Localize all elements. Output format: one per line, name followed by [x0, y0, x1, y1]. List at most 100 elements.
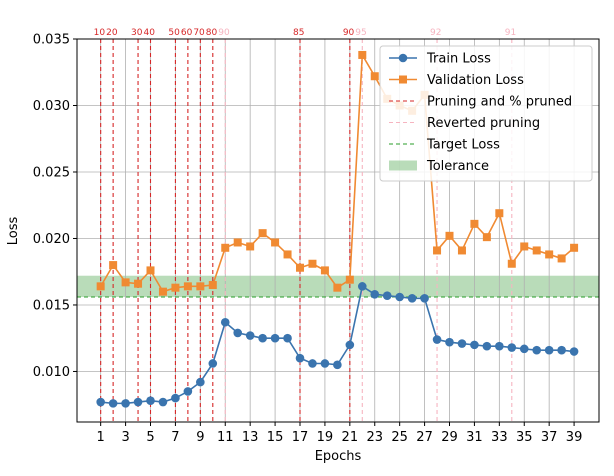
legend-label: Pruning and % pruned: [427, 95, 572, 110]
val-loss-point: [345, 275, 354, 284]
train-loss-point: [382, 291, 392, 300]
val-loss-point: [320, 266, 329, 275]
val-loss-point: [271, 238, 280, 247]
x-tick-label: 33: [491, 430, 508, 445]
x-tick-label: 15: [267, 430, 284, 445]
x-tick-label: 9: [196, 430, 204, 445]
val-loss-point: [495, 209, 504, 218]
train-loss-point: [357, 282, 367, 291]
pruning-label: 40: [144, 28, 156, 38]
val-loss-point: [121, 278, 130, 287]
train-loss-point: [544, 345, 554, 355]
train-loss-point: [457, 339, 467, 348]
val-loss-point: [183, 282, 192, 291]
y-tick-label: 0.035: [33, 33, 70, 48]
x-tick-label: 37: [541, 430, 558, 445]
train-loss-point: [121, 399, 130, 408]
train-loss-point: [370, 290, 380, 299]
pruning-label: 30: [131, 28, 143, 38]
train-loss-point: [445, 337, 454, 347]
y-tick-label: 0.030: [33, 99, 70, 114]
train-loss-point: [96, 397, 105, 407]
train-loss-point: [308, 359, 317, 368]
x-tick-label: 21: [342, 430, 359, 445]
x-tick-label: 3: [121, 430, 129, 445]
val-loss-point: [570, 243, 579, 252]
x-tick-label: 7: [171, 430, 179, 445]
val-loss-point: [358, 50, 367, 59]
val-loss-point: [557, 254, 566, 263]
legend-label: Tolerance: [426, 159, 489, 174]
legend-train-marker: [398, 53, 408, 63]
train-loss-point: [432, 335, 442, 344]
x-tick-label: 35: [516, 430, 533, 445]
val-loss-point: [333, 283, 342, 292]
train-loss-point: [420, 294, 429, 303]
train-loss-point: [333, 360, 342, 370]
pruning-label: 80: [206, 28, 218, 38]
val-loss-point: [171, 283, 180, 292]
legend-box: [379, 45, 593, 182]
legend-label: Train Loss: [426, 52, 491, 67]
train-loss-point: [183, 387, 193, 396]
val-loss-point: [134, 279, 143, 288]
x-tick-label: 1: [97, 430, 105, 445]
train-loss-point: [108, 399, 118, 408]
legend-val-marker: [399, 75, 407, 84]
reverted-pruning-label: 95: [355, 28, 366, 38]
val-loss-point: [96, 282, 105, 291]
val-loss-point: [146, 266, 155, 275]
train-loss-point: [495, 341, 504, 351]
train-loss-point: [532, 345, 542, 355]
y-axis-label: Loss: [6, 217, 21, 246]
val-loss-point: [296, 263, 305, 272]
val-loss-point: [370, 72, 379, 81]
train-loss-point: [245, 331, 255, 340]
train-loss-point: [507, 343, 517, 352]
val-loss-point: [445, 231, 454, 240]
x-tick-label: 27: [416, 430, 433, 445]
train-loss-point: [171, 393, 180, 403]
train-loss-point: [470, 340, 479, 350]
x-tick-label: 5: [146, 430, 154, 445]
train-loss-point: [519, 344, 529, 354]
train-loss-point: [345, 340, 355, 350]
train-loss-point: [270, 333, 280, 343]
legend-label: Validation Loss: [427, 73, 524, 88]
y-tick-label: 0.015: [33, 298, 70, 313]
train-loss-point: [146, 396, 155, 406]
val-loss-point: [308, 259, 317, 268]
val-loss-point: [221, 243, 230, 252]
val-loss-point: [109, 261, 118, 270]
reverted-pruning-label: 90: [218, 28, 230, 38]
train-loss-point: [569, 347, 579, 356]
legend-label: Reverted pruning: [427, 116, 540, 131]
legend-label: Target Loss: [426, 138, 500, 153]
x-tick-label: 23: [366, 430, 383, 445]
val-loss-point: [196, 282, 205, 291]
y-tick-label: 0.020: [33, 232, 70, 247]
x-tick-label: 29: [441, 430, 458, 445]
val-loss-point: [507, 259, 516, 268]
val-loss-point: [545, 250, 554, 259]
train-loss-point: [395, 292, 404, 302]
y-tick-label: 0.025: [33, 165, 70, 180]
x-tick-label: 17: [292, 430, 309, 445]
reverted-pruning-label: 92: [430, 28, 441, 38]
legend: Train Loss Validation Loss Pruning and % p…: [379, 45, 593, 182]
legend-tolerance-swatch: [389, 160, 417, 171]
pruning-label: 90: [343, 28, 355, 38]
val-loss-point: [457, 246, 466, 255]
val-loss-point: [433, 246, 442, 255]
train-loss-point: [196, 377, 205, 387]
reverted-pruning-label: 91: [505, 28, 516, 38]
train-loss-point: [258, 333, 267, 343]
pruning-label: 20: [106, 28, 118, 38]
val-loss-point: [470, 219, 479, 228]
pruning-label: 10: [94, 28, 106, 38]
val-loss-point: [520, 242, 529, 251]
val-loss-point: [482, 233, 491, 242]
train-loss-point: [320, 359, 330, 368]
x-tick-label: 11: [217, 430, 234, 445]
